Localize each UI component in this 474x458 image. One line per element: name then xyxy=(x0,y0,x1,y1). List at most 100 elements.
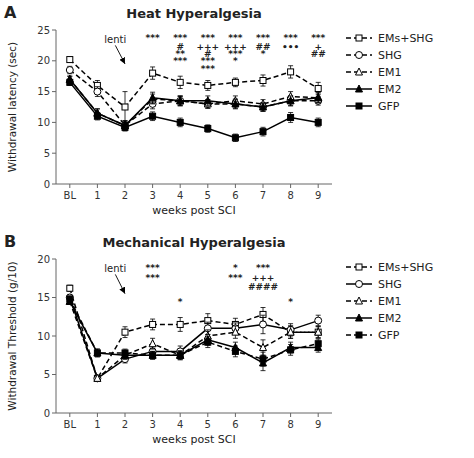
error-bar-cap xyxy=(288,105,293,106)
error-bar xyxy=(261,352,266,366)
y-tick xyxy=(52,413,56,414)
error-bar xyxy=(150,351,155,359)
error-bar-cap xyxy=(150,111,155,112)
error-bar xyxy=(178,351,183,359)
error-bar xyxy=(178,96,183,106)
error-bar-cap xyxy=(150,319,155,320)
error-bar xyxy=(67,57,72,62)
error-bar xyxy=(150,319,155,330)
y-tick xyxy=(52,153,56,154)
error-bar-cap xyxy=(261,135,266,136)
error-bar xyxy=(261,75,266,86)
series xyxy=(66,294,321,382)
x-tick-label: 4 xyxy=(177,190,183,201)
marker xyxy=(149,340,156,347)
marker xyxy=(122,104,128,110)
x-tick xyxy=(263,413,264,417)
error-bar-cap xyxy=(178,126,183,127)
y-tick-label: 0 xyxy=(44,408,50,419)
panel-label: A xyxy=(4,3,17,22)
error-bar-cap xyxy=(150,79,155,80)
legend-label: GFP xyxy=(378,329,400,342)
x-axis-label: weeks post SCI xyxy=(152,204,235,217)
marker xyxy=(315,317,322,324)
marker xyxy=(260,129,266,135)
error-bar-cap xyxy=(178,331,183,332)
legend-marker-shape xyxy=(356,103,362,109)
legend-marker xyxy=(356,68,363,75)
error-bar-cap xyxy=(205,108,210,109)
error-bar-cap xyxy=(178,105,183,106)
line xyxy=(70,298,318,379)
error-bar-cap xyxy=(150,103,155,104)
y-tick-label: 10 xyxy=(37,117,50,128)
error-bar-cap xyxy=(288,325,293,326)
error-bar xyxy=(178,97,183,106)
error-bar-cap xyxy=(316,126,321,127)
legend-marker-shape xyxy=(356,314,363,321)
panel: AHeat Hyperalgesia0510152025BL123456789w… xyxy=(4,3,433,217)
error-bar xyxy=(261,315,266,333)
annotation: * xyxy=(233,263,238,273)
error-bar-cap xyxy=(316,325,321,326)
error-bar xyxy=(233,78,238,87)
x-tick xyxy=(207,413,208,417)
y-tick xyxy=(52,60,56,61)
error-bar-cap xyxy=(316,102,321,103)
x-tick xyxy=(235,184,236,188)
x-tick xyxy=(125,184,126,188)
error-bar xyxy=(288,113,293,123)
annotation: #### xyxy=(248,282,278,292)
marker xyxy=(94,88,101,95)
x-tick xyxy=(152,413,153,417)
error-bar-cap xyxy=(233,346,238,347)
legend-label: SHG xyxy=(378,278,402,291)
marker xyxy=(232,328,239,335)
error-bar xyxy=(150,112,155,121)
error-bar-cap xyxy=(233,322,238,323)
marker xyxy=(94,375,100,381)
error-bar xyxy=(95,113,100,120)
arrow-annotation-text: lenti xyxy=(104,263,126,274)
error-bar xyxy=(205,125,210,132)
error-bar xyxy=(316,315,321,326)
y-axis-label: Withdrawal latency (sec) xyxy=(6,42,18,172)
error-bar xyxy=(316,327,321,338)
error-bar-cap xyxy=(123,337,128,338)
x-axis-label: weeks post SCI xyxy=(152,433,235,446)
error-bar xyxy=(316,93,321,103)
error-bar-cap xyxy=(316,102,321,103)
marker xyxy=(122,124,128,130)
marker xyxy=(232,100,239,107)
error-bar xyxy=(178,96,183,106)
marker xyxy=(94,113,100,119)
marker xyxy=(205,339,211,345)
y-tick xyxy=(52,91,56,92)
y-tick-label: 20 xyxy=(37,254,50,265)
y-tick xyxy=(52,374,56,375)
error-bar xyxy=(123,349,128,357)
error-bar-cap xyxy=(150,108,155,109)
line xyxy=(70,301,318,378)
x-tick-label: 9 xyxy=(315,419,321,430)
line xyxy=(70,79,318,125)
marker xyxy=(150,321,156,327)
legend-marker xyxy=(356,264,362,270)
error-bar-cap xyxy=(261,86,266,87)
error-bar-cap xyxy=(261,370,266,371)
x-tick xyxy=(207,184,208,188)
marker xyxy=(67,57,73,63)
error-bar xyxy=(233,99,238,109)
legend-marker xyxy=(356,52,363,59)
legend-marker-shape xyxy=(356,85,363,92)
error-bar xyxy=(261,127,266,136)
error-bar-cap xyxy=(316,118,321,119)
error-bar xyxy=(288,326,293,338)
annotation: *** xyxy=(173,56,187,66)
y-tick xyxy=(52,30,56,31)
arrow-annotation-text: lenti xyxy=(104,34,126,45)
marker xyxy=(232,135,238,141)
error-bar-cap xyxy=(261,315,266,316)
error-bar-cap xyxy=(95,96,100,97)
y-axis-label: Withdrawal Threshold (g/10) xyxy=(6,261,18,410)
